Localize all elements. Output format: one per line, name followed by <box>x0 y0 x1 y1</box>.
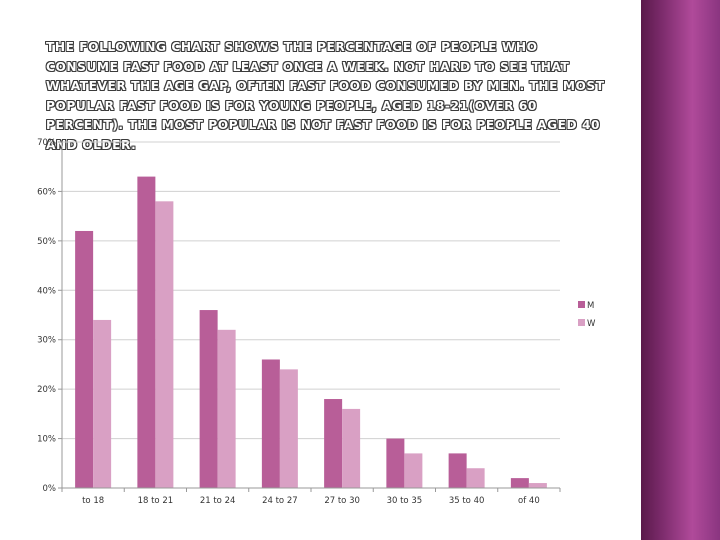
x-tick-label: to 18 <box>82 496 104 506</box>
bar-w <box>404 453 423 488</box>
x-tick-label: 27 to 30 <box>324 496 360 506</box>
legend-swatch <box>578 319 585 326</box>
y-tick-label: 20% <box>37 385 56 395</box>
bar-m <box>510 478 529 488</box>
bar-m <box>75 230 94 488</box>
bar-m <box>324 399 343 488</box>
bar-m <box>448 453 467 488</box>
bar-w <box>93 319 112 488</box>
x-tick-label: 18 to 21 <box>138 496 174 506</box>
y-axis: 0% 10% 20% 30% 40% 50% 60% 70% <box>37 138 63 494</box>
legend-label: M <box>587 301 594 311</box>
bar-w <box>466 468 485 488</box>
y-tick-label: 50% <box>37 237 56 247</box>
y-tick-label: 40% <box>37 286 56 296</box>
x-tick-label: 24 to 27 <box>262 496 298 506</box>
bar-m <box>261 359 280 488</box>
legend-label: W <box>587 319 596 329</box>
bars <box>75 176 547 489</box>
bar-w <box>342 408 361 488</box>
x-tick-label: 21 to 24 <box>200 496 236 506</box>
bar-w <box>155 201 174 489</box>
bar-w <box>217 329 236 488</box>
x-axis: to 18 18 to 21 21 to 24 24 to 27 27 to 30 30 … <box>61 487 561 506</box>
y-tick-label: 10% <box>37 435 56 445</box>
bar-m <box>137 176 156 488</box>
y-tick-label: 30% <box>37 336 56 346</box>
y-tick-label: 70% <box>37 138 56 148</box>
bar-m <box>199 310 218 488</box>
x-tick-label: 35 to 40 <box>449 496 485 506</box>
legend-swatch <box>578 301 585 308</box>
x-tick-label: of 40 <box>518 496 540 506</box>
y-tick-label: 0% <box>43 484 57 494</box>
bar-m <box>386 438 405 488</box>
bar-w <box>528 483 547 488</box>
decorative-side-band <box>641 0 720 540</box>
x-tick-label: 30 to 35 <box>387 496 423 506</box>
bar-w <box>279 369 298 488</box>
gridlines <box>62 141 560 489</box>
slide-heading: The following chart shows the percentage… <box>46 40 605 152</box>
y-tick-label: 60% <box>37 187 56 197</box>
legend: MW <box>578 301 596 329</box>
